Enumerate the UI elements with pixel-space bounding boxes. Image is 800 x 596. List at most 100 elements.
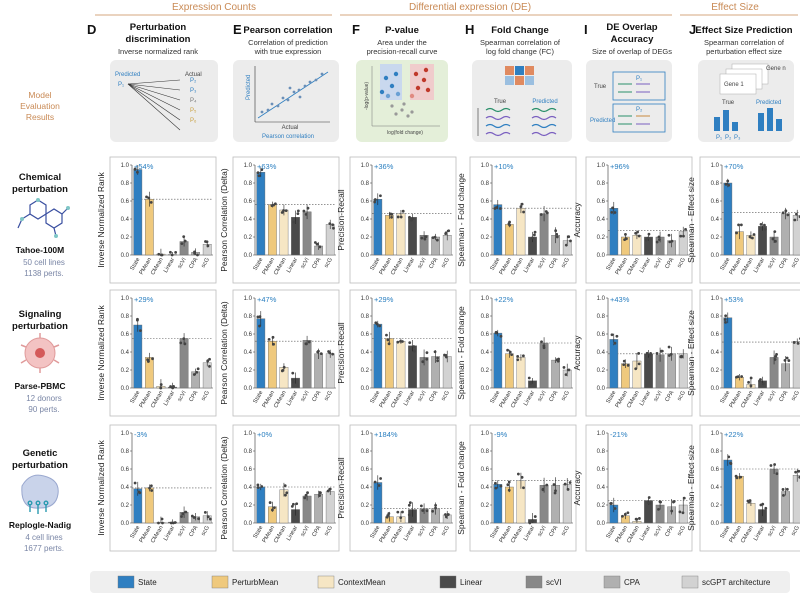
x-tick-label: CPA xyxy=(778,257,789,270)
x-tick-label: scVI xyxy=(767,390,778,403)
y-tick-label: 0.6 xyxy=(481,199,490,205)
illustration-volcano: -log(p-value) log(fold change) xyxy=(356,60,448,142)
replicate-dot xyxy=(283,484,287,488)
replicate-dot xyxy=(786,213,790,217)
replicate-dot xyxy=(192,373,196,376)
y-tick-label: 0.2 xyxy=(121,235,130,241)
panel-r0-c2: 0.00.20.40.60.81.0 +36%StatePMeanCMeanLin… xyxy=(336,156,457,284)
y-axis-label: Precision-Recall xyxy=(336,457,346,519)
illus-f-xlab: log(fold change) xyxy=(387,130,423,136)
replicate-dot xyxy=(508,223,512,227)
y-tick-label: 0.6 xyxy=(481,467,490,473)
panel-r1-c0: 0.00.20.40.60.81.0 +29%StatePMeanCMeanLin… xyxy=(96,289,217,417)
legend-label: CPA xyxy=(624,578,641,587)
y-tick-label: 1.0 xyxy=(711,163,720,169)
replicate-dot xyxy=(773,358,777,361)
bar-pmean xyxy=(267,341,277,389)
panel-r1-c2: 0.00.20.40.60.81.0 +29%StatePMeanCMeanLin… xyxy=(336,289,457,417)
replicate-dot xyxy=(529,382,533,385)
x-tick-label: scVI xyxy=(537,257,548,270)
replicate-dot xyxy=(506,348,510,352)
y-tick-label: 0.4 xyxy=(121,485,130,491)
y-tick-label: 0.4 xyxy=(597,217,606,223)
bar-scvi xyxy=(302,340,312,389)
y-tick-label: 0.8 xyxy=(121,181,130,187)
y-tick-label: 0.6 xyxy=(121,467,130,473)
replicate-dot xyxy=(410,218,413,222)
replicate-dot xyxy=(751,236,754,240)
replicate-dot xyxy=(270,204,274,208)
y-axis-label: Spearman - Effect size xyxy=(686,310,696,396)
y-tick-label: 0.4 xyxy=(244,217,253,223)
col-j-title1: Effect Size Prediction xyxy=(695,25,792,36)
illus-d-p3: P₃ xyxy=(190,88,197,94)
x-tick-label: scVI xyxy=(417,525,428,538)
x-tick-label: scG xyxy=(324,257,335,269)
y-tick-label: 0.8 xyxy=(597,314,606,320)
replicate-dot xyxy=(785,356,789,360)
replicate-dot xyxy=(284,209,288,213)
y-tick-label: 1.0 xyxy=(244,296,253,302)
replicate-dot xyxy=(672,500,675,504)
replicate-dot xyxy=(793,218,797,222)
panel-r2-c1: 0.00.20.40.60.81.0 +0%StatePMeanCMeanLine… xyxy=(219,424,340,552)
replicate-dot xyxy=(399,215,403,219)
replicate-dot xyxy=(507,480,511,484)
replicate-dot xyxy=(726,179,730,183)
legend-swatch xyxy=(681,575,699,589)
replicate-dot xyxy=(775,472,779,476)
illus-e-points xyxy=(260,72,324,114)
replicate-dot xyxy=(645,351,649,355)
x-tick-label: CPA xyxy=(188,525,199,538)
replicate-dot xyxy=(763,223,766,227)
replicate-dot xyxy=(305,342,308,346)
replicate-dot xyxy=(436,356,439,360)
x-tick-label: scG xyxy=(441,257,452,269)
y-tick-label: 0.2 xyxy=(244,368,253,374)
replicate-dot xyxy=(763,227,767,231)
replicate-dot xyxy=(533,233,536,237)
replicate-dot xyxy=(637,362,641,366)
x-tick-label: scG xyxy=(791,257,800,269)
y-tick-label: 1.0 xyxy=(597,163,606,169)
replicate-dot xyxy=(292,220,296,224)
legend-swatch xyxy=(525,575,543,589)
replicate-dot xyxy=(401,510,404,514)
replicate-dot xyxy=(678,510,682,514)
col-e-sub1: Correlation of prediction xyxy=(248,38,328,47)
replicate-dot xyxy=(533,230,537,234)
replicate-dot xyxy=(181,512,185,516)
replicate-dot xyxy=(190,514,194,518)
illus-d-p6: P₆ xyxy=(190,118,197,124)
replicate-dot xyxy=(519,205,523,208)
replicate-dot xyxy=(318,491,322,494)
y-tick-label: 0.8 xyxy=(121,314,130,320)
replicate-dot xyxy=(636,230,639,234)
y-tick-label: 0.0 xyxy=(597,386,606,392)
col-f-sub1: Area under the xyxy=(377,38,427,47)
replicate-dot xyxy=(507,488,511,492)
replicate-dot xyxy=(567,368,571,372)
panel-r0-c5: 0.00.20.40.60.81.0 +70%StatePMeanCMeanLin… xyxy=(686,156,800,284)
x-tick-label: scG xyxy=(561,390,572,402)
replicate-dot xyxy=(522,486,525,490)
y-tick-label: 1.0 xyxy=(481,431,490,437)
replicate-dot xyxy=(208,364,211,368)
bar-pmean xyxy=(734,476,744,524)
legend-label: ContextMean xyxy=(338,578,386,587)
y-tick-label: 0.0 xyxy=(361,521,370,527)
replicate-dot xyxy=(531,519,535,523)
replicate-dot xyxy=(646,236,650,240)
y-tick-label: 0.8 xyxy=(244,181,253,187)
y-tick-label: 0.8 xyxy=(711,181,720,187)
row0-title2: perturbation xyxy=(12,184,68,195)
illus-d-p1: P₁ xyxy=(118,82,124,88)
replicate-dot xyxy=(304,212,308,216)
y-axis-label: Pearson Correlation (Delta) xyxy=(219,301,229,405)
replicate-dot xyxy=(615,334,619,338)
replicate-dot xyxy=(521,354,525,358)
replicate-dot xyxy=(160,517,164,521)
y-axis-label: Spearman - Effect size xyxy=(686,177,696,263)
replicate-dot xyxy=(634,231,638,235)
row1-meta2: 90 perts. xyxy=(28,405,59,414)
